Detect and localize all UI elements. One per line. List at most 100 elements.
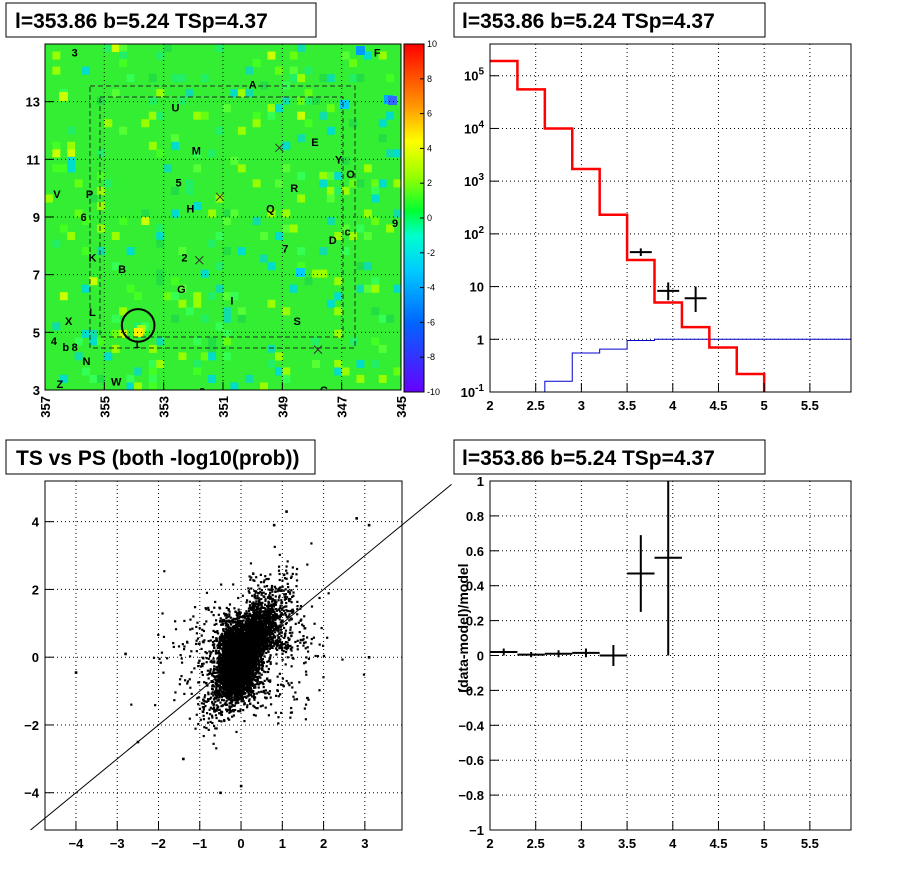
scatter-point xyxy=(243,616,246,619)
map-tick-label-y: 3 xyxy=(33,383,40,398)
map-cell xyxy=(252,111,261,120)
scatter-point xyxy=(288,631,292,634)
scatter-point xyxy=(302,644,305,647)
map-cell xyxy=(141,209,150,218)
scatter-point xyxy=(225,613,229,616)
scatter-point xyxy=(267,600,270,603)
map-title: l=353.86 b=5.24 TSp=4.37 xyxy=(15,10,268,33)
scatter-point xyxy=(214,714,218,717)
map-cell xyxy=(67,149,76,158)
map-cell xyxy=(282,96,291,105)
map-cell xyxy=(363,209,372,218)
scatter-point xyxy=(225,673,228,676)
scatter-point xyxy=(260,650,263,653)
scatter-point xyxy=(228,630,231,633)
scatter-point xyxy=(247,609,251,613)
scatter-point xyxy=(205,652,208,655)
scatter-point xyxy=(196,637,200,640)
scatter-point xyxy=(159,661,162,664)
map-cell xyxy=(363,164,372,173)
scatter-point xyxy=(232,631,235,635)
map-cell xyxy=(341,156,350,165)
scatter-point xyxy=(239,696,242,700)
scatter-point xyxy=(269,604,273,607)
scatter-point xyxy=(327,592,330,595)
scatter-point xyxy=(219,660,223,663)
map-cell xyxy=(341,51,350,60)
map-hotspot xyxy=(134,328,143,338)
scatter-point xyxy=(271,618,275,621)
scatter-point xyxy=(285,605,288,608)
scatter-point xyxy=(205,591,209,594)
scatter-point xyxy=(221,618,224,622)
map-cell xyxy=(200,74,209,83)
scatter-point xyxy=(278,553,281,556)
scatter-point xyxy=(259,676,262,679)
scatter-point xyxy=(277,569,281,572)
scatter-point xyxy=(262,670,266,673)
scatter-point xyxy=(279,643,283,646)
scatter-point xyxy=(201,628,204,631)
scatter-point xyxy=(158,657,161,660)
scatter-point xyxy=(255,617,258,620)
scatter-point xyxy=(205,608,208,611)
scatter-point xyxy=(271,615,274,619)
scatter-point xyxy=(268,636,271,639)
scatter-point xyxy=(201,706,204,709)
map-cell xyxy=(185,149,194,158)
scatter-point xyxy=(251,602,254,605)
scatter-point xyxy=(255,607,259,610)
map-cell xyxy=(104,179,113,188)
scatter-point xyxy=(222,627,225,631)
scatter-point xyxy=(290,681,293,685)
scatter-point xyxy=(269,609,272,613)
map-cell xyxy=(289,66,298,75)
source-label: U xyxy=(172,102,180,114)
scatter-point xyxy=(256,641,259,644)
map-cell xyxy=(178,284,187,293)
scatter-point xyxy=(254,591,257,594)
scatter-point xyxy=(178,683,181,686)
spectrum-tick-label-y: 1 xyxy=(477,332,484,347)
scatter-point xyxy=(257,600,261,604)
scatter-point xyxy=(273,545,276,548)
scatter-point xyxy=(194,727,197,730)
map-cell xyxy=(356,224,365,233)
scatter-point xyxy=(285,569,288,572)
map-cell xyxy=(119,126,128,135)
spectrum-title-box xyxy=(453,2,766,38)
scatter-point xyxy=(267,679,270,682)
scatter-point xyxy=(242,709,245,712)
scatter-point xyxy=(263,631,266,634)
map-cell xyxy=(96,201,105,210)
map-cell xyxy=(319,179,328,188)
scatter-point xyxy=(251,633,254,636)
map-cell xyxy=(67,232,76,241)
map-cell xyxy=(371,359,380,368)
map-cell xyxy=(178,299,187,308)
scatter-point xyxy=(299,641,302,644)
map-cell xyxy=(334,329,343,338)
map-cell xyxy=(89,277,98,286)
source-label: E xyxy=(311,137,318,149)
map-cell xyxy=(371,307,380,316)
map-cell xyxy=(119,44,128,53)
map-cell xyxy=(111,89,120,98)
map-cell xyxy=(304,119,313,128)
map-cell xyxy=(386,111,395,120)
scatter-point xyxy=(287,682,290,685)
scatter-point xyxy=(277,599,280,602)
scatter-point xyxy=(236,694,239,697)
scatter-point xyxy=(245,621,248,624)
scatter-point xyxy=(255,692,258,695)
scatter-point xyxy=(243,684,246,687)
scatter-point xyxy=(269,680,272,683)
scatter-point xyxy=(265,665,268,668)
scatter-point xyxy=(215,679,218,683)
scatter-point xyxy=(213,685,216,688)
spectrum-frame xyxy=(489,43,852,393)
cross-marker xyxy=(313,345,323,354)
map-cell xyxy=(223,314,231,323)
scatter-point xyxy=(152,656,156,659)
